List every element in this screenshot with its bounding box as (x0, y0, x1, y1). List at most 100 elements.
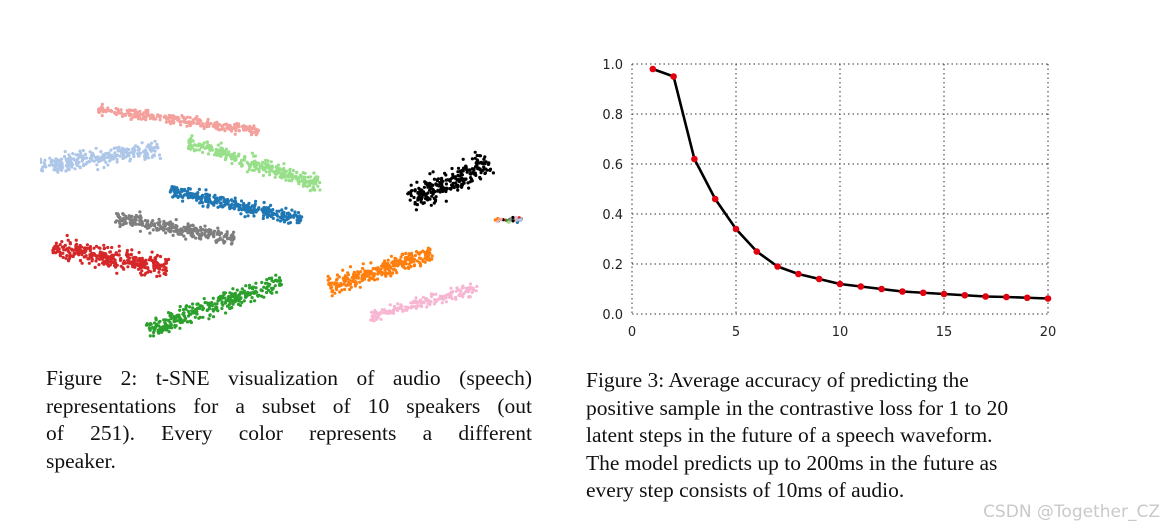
scatter-point (456, 288, 460, 292)
scatter-point (318, 181, 322, 185)
scatter-point (208, 313, 212, 317)
scatter-point (117, 244, 121, 248)
scatter-point (212, 229, 217, 233)
scatter-point (232, 151, 236, 155)
scatter-point (156, 113, 160, 117)
scatter-point (451, 290, 455, 294)
scatter-point (117, 249, 121, 253)
scatter-point (242, 156, 246, 160)
scatter-point (247, 167, 251, 172)
scatter-point (206, 205, 210, 209)
scatter-point (128, 217, 132, 221)
scatter-point (257, 167, 261, 171)
scatter-point (146, 143, 150, 147)
scatter-point (308, 183, 312, 187)
scatter-point (119, 108, 123, 112)
scatter-point (208, 148, 213, 152)
scatter-point (184, 229, 188, 233)
scatter-point (185, 115, 189, 119)
scatter-point (335, 273, 339, 277)
scatter-point (182, 319, 186, 323)
scatter-point (115, 157, 119, 161)
scatter-point (152, 329, 156, 333)
scatter-point (194, 229, 198, 233)
scatter-point (362, 277, 367, 281)
scatter-point (146, 266, 150, 271)
scatter-point (82, 251, 87, 255)
scatter-point (171, 233, 175, 237)
scatter-point (379, 264, 384, 268)
scatter-point (516, 218, 520, 222)
scatter-point (255, 290, 259, 294)
scatter-point (152, 268, 156, 273)
scatter-point (403, 256, 407, 261)
scatter-point (376, 267, 380, 271)
scatter-point (206, 152, 211, 156)
scatter-point (361, 262, 365, 266)
scatter-point (250, 151, 255, 155)
scatter-point (412, 259, 416, 263)
scatter-point (77, 246, 81, 250)
scatter-point (278, 219, 283, 223)
scatter-point (178, 308, 182, 312)
scatter-point (60, 240, 64, 244)
scatter-point (148, 257, 152, 261)
scatter-point (251, 287, 255, 291)
scatter-point (383, 309, 387, 313)
scatter-point (408, 198, 412, 202)
scatter-point (265, 281, 269, 285)
scatter-point (295, 170, 299, 175)
scatter-point (288, 213, 292, 218)
scatter-point (151, 326, 155, 330)
scatter-point (441, 179, 445, 183)
scatter-point (394, 257, 398, 261)
scatter-point (202, 297, 206, 301)
scatter-point (197, 148, 202, 152)
figure-2-caption: Figure 2: t-SNE visualization of audio (… (46, 365, 532, 475)
scatter-point (153, 224, 157, 228)
scatter-point (261, 216, 265, 221)
scatter-point (312, 187, 316, 191)
scatter-point (215, 120, 219, 124)
scatter-point (110, 153, 114, 157)
scatter-point (219, 195, 223, 199)
scatter-point (256, 294, 260, 298)
scatter-point (107, 109, 112, 113)
scatter-point (483, 162, 487, 166)
scatter-point (355, 274, 359, 278)
scatter-point (149, 141, 154, 145)
scatter-point (67, 153, 71, 157)
scatter-point (445, 186, 449, 190)
scatter-point (188, 305, 192, 309)
scatter-point (226, 123, 230, 127)
scatter-point (169, 326, 174, 330)
scatter-point (115, 160, 119, 164)
data-point (836, 280, 844, 288)
scatter-point (434, 182, 438, 186)
data-point (649, 65, 657, 73)
scatter-point (209, 121, 213, 126)
scatter-point (178, 192, 182, 196)
scatter-point (479, 171, 483, 175)
scatter-point (164, 257, 168, 262)
caption-line: The model predicts up to 200ms in the fu… (586, 450, 998, 475)
scatter-point (474, 289, 478, 293)
scatter-point (413, 200, 417, 205)
scatter-point (375, 277, 380, 281)
scatter-point (414, 306, 418, 310)
scatter-point (186, 226, 190, 230)
scatter-point (229, 155, 233, 159)
scatter-point (393, 264, 397, 268)
scatter-point (252, 154, 256, 158)
scatter-point (106, 245, 110, 250)
scatter-point (97, 263, 101, 267)
scatter-point (428, 197, 432, 201)
scatter-point (181, 195, 185, 199)
scatter-point (279, 168, 283, 172)
scatter-point (151, 115, 155, 119)
scatter-point (71, 152, 75, 156)
scatter-point (469, 176, 473, 180)
scatter-point (228, 236, 232, 241)
caption-line: speaker. (46, 448, 116, 473)
scatter-point (308, 189, 312, 193)
